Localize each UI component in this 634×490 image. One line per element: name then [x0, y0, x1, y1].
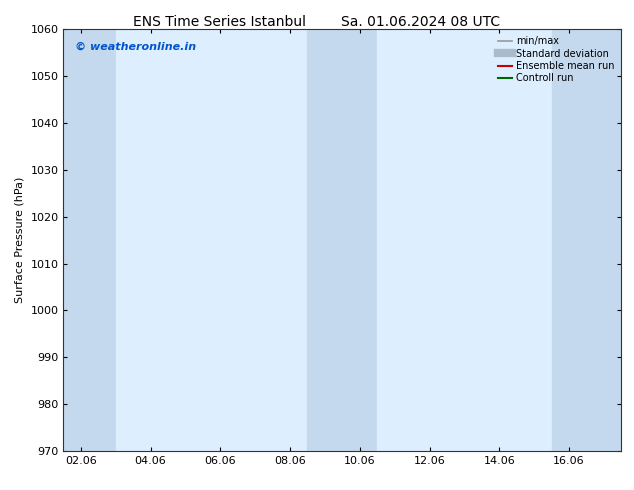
- Bar: [307, 29, 377, 451]
- Bar: [63, 29, 115, 451]
- Text: © weatheronline.in: © weatheronline.in: [75, 42, 196, 52]
- Bar: [377, 29, 412, 451]
- Legend: min/max, Standard deviation, Ensemble mean run, Controll run: min/max, Standard deviation, Ensemble me…: [496, 34, 616, 85]
- Text: ENS Time Series Istanbul        Sa. 01.06.2024 08 UTC: ENS Time Series Istanbul Sa. 01.06.2024 …: [133, 15, 501, 29]
- Bar: [115, 29, 133, 451]
- Bar: [552, 29, 621, 451]
- Y-axis label: Surface Pressure (hPa): Surface Pressure (hPa): [15, 177, 25, 303]
